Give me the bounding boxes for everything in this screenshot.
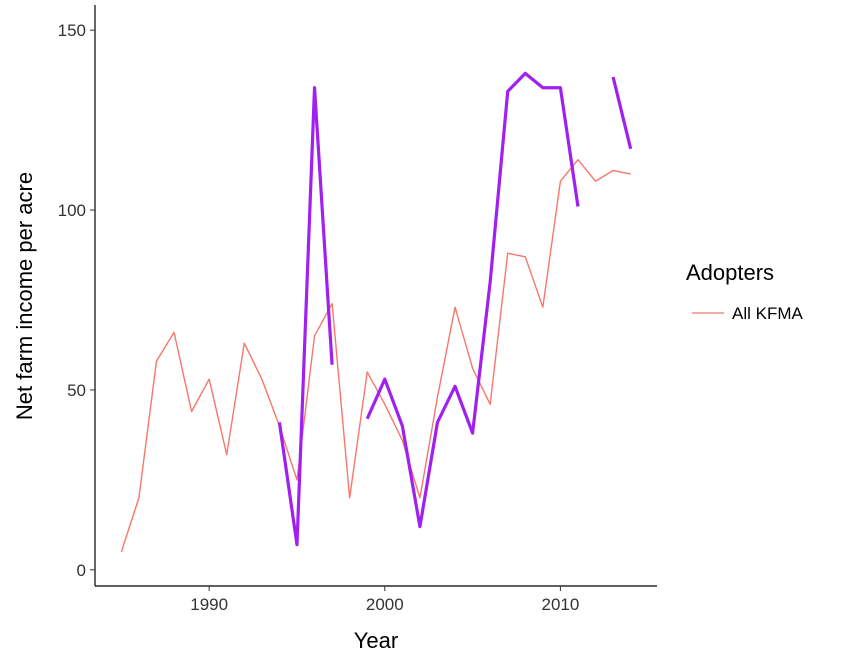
legend-title: Adopters bbox=[686, 260, 774, 285]
y-tick-label-50: 50 bbox=[67, 381, 86, 400]
x-tick-label-1990: 1990 bbox=[190, 595, 228, 614]
y-axis-title: Net farm income per acre bbox=[12, 172, 37, 420]
y-tick-label-0: 0 bbox=[77, 561, 86, 580]
y-tick-label-150: 150 bbox=[58, 21, 86, 40]
y-tick-label-100: 100 bbox=[58, 201, 86, 220]
series-line-1-segment-1 bbox=[365, 71, 580, 529]
axes-layer bbox=[94, 5, 657, 587]
series-line-1-segment-0 bbox=[277, 86, 334, 547]
legend: Adopters All KFMA bbox=[686, 260, 804, 323]
x-axis-title: Year bbox=[354, 628, 398, 653]
series-line-0-segment-0 bbox=[120, 158, 631, 553]
series-layer bbox=[120, 71, 633, 553]
x-tick-label-2000: 2000 bbox=[366, 595, 404, 614]
x-tick-label-2010: 2010 bbox=[541, 595, 579, 614]
legend-label-all-kfma: All KFMA bbox=[732, 304, 804, 323]
series-line-1-segment-2 bbox=[611, 76, 633, 150]
ticks-layer: 1990 2000 2010 0 50 100 150 bbox=[58, 21, 580, 614]
